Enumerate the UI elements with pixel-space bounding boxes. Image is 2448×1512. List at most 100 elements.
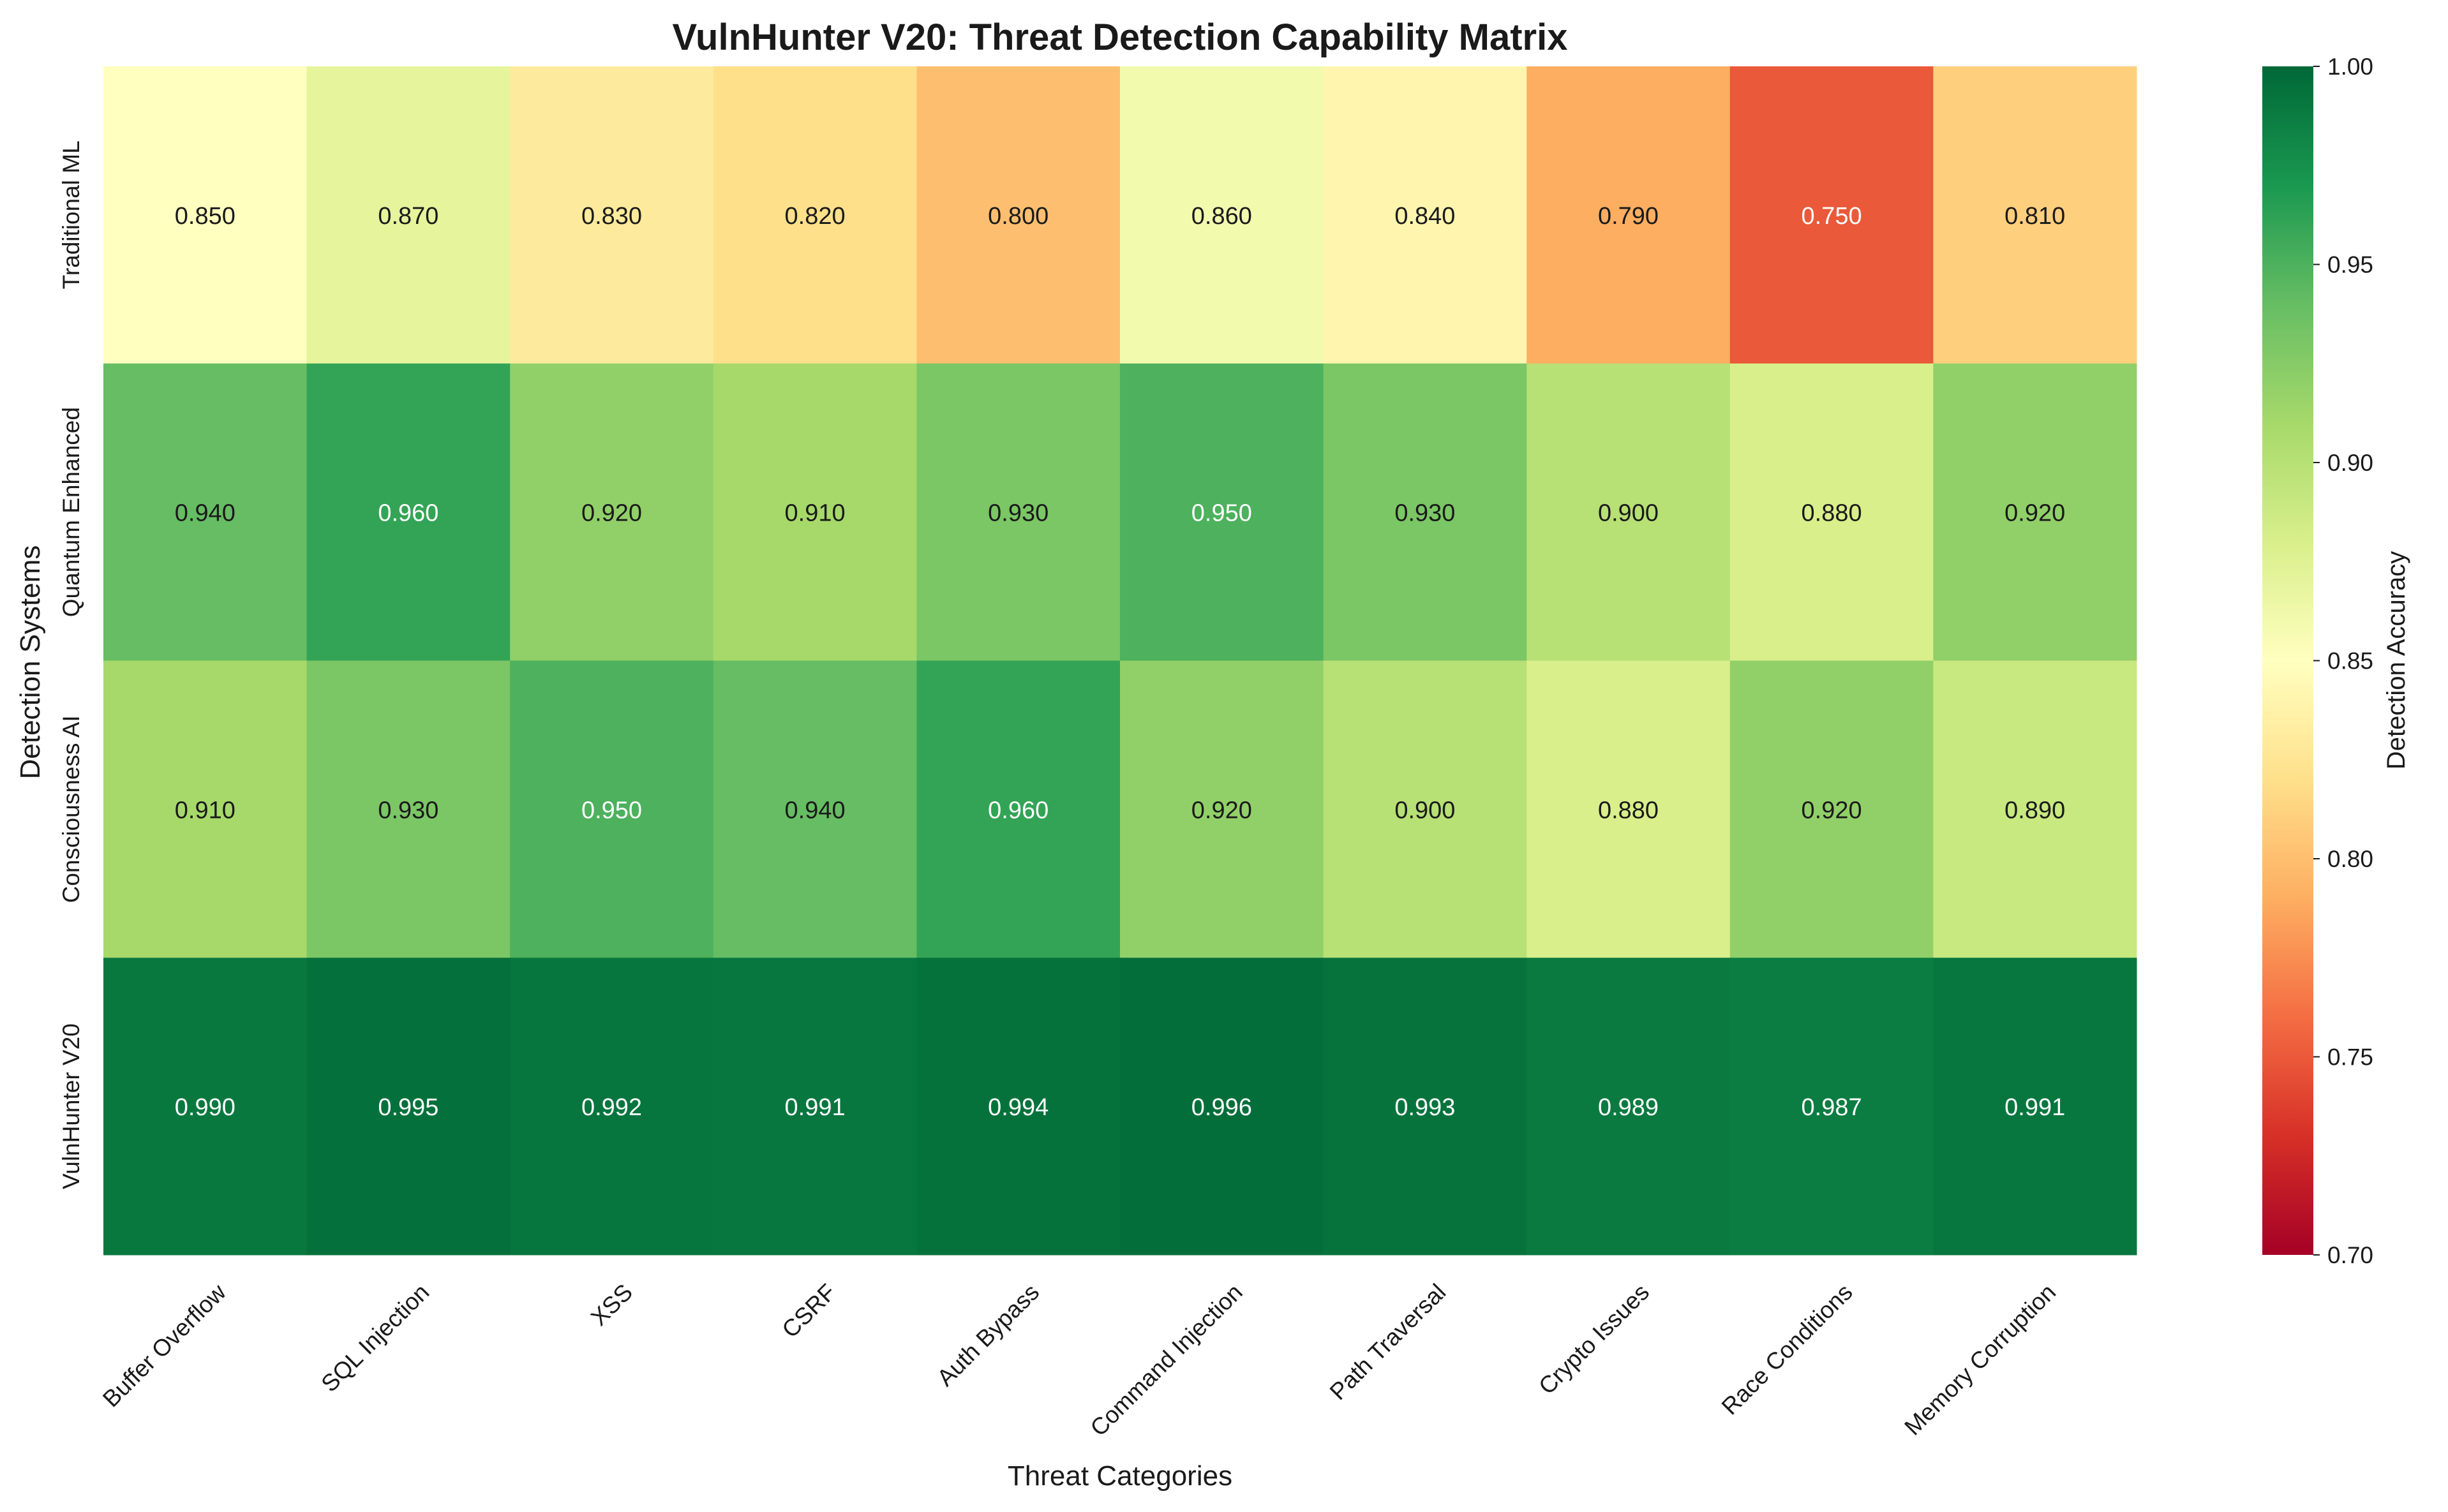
- heatmap-cell-value: 0.995: [378, 1094, 438, 1121]
- heatmap-cell-value: 0.790: [1598, 203, 1659, 230]
- heatmap-cell-value: 0.994: [988, 1094, 1049, 1121]
- heatmap-cell-value: 0.930: [988, 500, 1049, 527]
- heatmap-cell: [103, 660, 308, 958]
- heatmap-cell: [1933, 66, 2137, 364]
- y-tick-label: Consciousness AI: [58, 715, 84, 903]
- heatmap-cell-value: 0.830: [581, 203, 642, 230]
- heatmap-cell-value: 0.940: [175, 500, 235, 527]
- heatmap-cell: [713, 363, 917, 661]
- heatmap-cell: [103, 66, 308, 364]
- x-tick-label: CSRF: [777, 1279, 840, 1343]
- heatmap-cell-value: 0.993: [1394, 1094, 1455, 1121]
- heatmap-cell-value: 0.940: [785, 797, 846, 824]
- y-axis-label: Detection Systems: [15, 545, 46, 780]
- heatmap-cell: [306, 958, 511, 1256]
- heatmap-cell-labels: 0.850 0.870 0.830 0.820 0.800 0.860 0.840 0.790…: [175, 203, 2065, 1121]
- heatmap-cell-value: 0.960: [378, 500, 438, 527]
- heatmap-cell: [1526, 660, 1731, 958]
- heatmap-cell: [1323, 363, 1527, 661]
- heatmap-cell: [916, 958, 1121, 1256]
- heatmap-cell: [306, 660, 511, 958]
- heatmap-cell-value: 0.810: [2004, 203, 2065, 230]
- heatmap-cell: [1323, 660, 1527, 958]
- heatmap-cell-value: 0.860: [1191, 203, 1252, 230]
- x-tick-label: Buffer Overflow: [98, 1279, 231, 1412]
- heatmap-cell-value: 0.900: [1394, 797, 1455, 824]
- y-axis-tick-labels: Traditional ML Quantum Enhanced Consciousn…: [58, 140, 84, 1189]
- heatmap-cell-value: 0.950: [1191, 500, 1252, 527]
- heatmap-cell-value: 0.890: [2004, 797, 2065, 824]
- heatmap-cell-value: 0.870: [378, 203, 438, 230]
- x-tick-label: SQL Injection: [316, 1279, 434, 1397]
- heatmap-cell: [1729, 66, 1934, 364]
- heatmap-cell: [510, 66, 714, 364]
- heatmap-cell: [916, 660, 1121, 958]
- heatmap-cell-value: 0.950: [581, 797, 642, 824]
- heatmap-cell: [1526, 958, 1731, 1256]
- heatmap-cell: [1120, 363, 1324, 661]
- heatmap-cell-value: 0.920: [581, 500, 642, 527]
- y-tick-label: Quantum Enhanced: [58, 407, 84, 617]
- heatmap-cell-value: 0.920: [2004, 500, 2065, 527]
- heatmap-cell-value: 0.920: [1191, 797, 1252, 824]
- heatmap-cell-value: 0.992: [581, 1094, 642, 1121]
- colorbar-tick-label: 0.75: [2327, 1044, 2373, 1071]
- heatmap-cell: [916, 363, 1121, 661]
- colorbar-tick-label: 0.90: [2327, 450, 2373, 476]
- heatmap-cell: [1729, 660, 1934, 958]
- x-tick-label: Auth Bypass: [932, 1279, 1044, 1391]
- heatmap-cell: [1729, 958, 1934, 1256]
- x-tick-label: Memory Corruption: [1899, 1279, 2061, 1441]
- y-tick-label: VulnHunter V20: [58, 1023, 84, 1189]
- heatmap-cell: [306, 66, 511, 364]
- heatmap-cell-value: 0.920: [1802, 797, 1862, 824]
- heatmap-cell-value: 0.840: [1394, 203, 1455, 230]
- heatmap-cell: [1933, 363, 2137, 661]
- heatmap-cell: [916, 66, 1121, 364]
- heatmap-cell: [1120, 660, 1324, 958]
- heatmap-cell: [1933, 660, 2137, 958]
- heatmap-cell: [103, 958, 308, 1256]
- heatmap-cell: [1933, 958, 2137, 1256]
- heatmap-cell: [510, 958, 714, 1256]
- x-tick-label: Race Conditions: [1717, 1279, 1858, 1420]
- heatmap-cell-value: 0.990: [175, 1094, 235, 1121]
- heatmap-cell-value: 0.900: [1598, 500, 1659, 527]
- heatmap-cell-value: 0.996: [1191, 1094, 1252, 1121]
- heatmap-cell: [713, 958, 917, 1256]
- x-tick-label: Path Traversal: [1325, 1279, 1451, 1405]
- colorbar-tick-label: 1.00: [2327, 54, 2373, 80]
- colorbar-tick-label: 0.95: [2327, 252, 2373, 278]
- heatmap-cell: [510, 363, 714, 661]
- heatmap-cell-value: 0.910: [175, 797, 235, 824]
- y-tick-label: Traditional ML: [58, 140, 84, 289]
- colorbar-tick-label: 0.85: [2327, 648, 2373, 674]
- heatmap-cell: [1120, 958, 1324, 1256]
- heatmap-cell-value: 0.960: [988, 797, 1049, 824]
- heatmap-cell: [1120, 66, 1324, 364]
- heatmap-cell: [713, 660, 917, 958]
- colorbar-tick-label: 0.80: [2327, 846, 2373, 872]
- heatmap-cell: [1323, 958, 1527, 1256]
- heatmap-cell: [1323, 66, 1527, 364]
- heatmap-cell-value: 0.991: [785, 1094, 846, 1121]
- x-axis-label: Threat Categories: [1008, 1460, 1232, 1492]
- heatmap-cell-value: 0.930: [1394, 500, 1455, 527]
- heatmap-cell: [306, 363, 511, 661]
- heatmap-cell-value: 0.750: [1802, 203, 1862, 230]
- x-tick-label: Crypto Issues: [1534, 1279, 1654, 1400]
- heatmap-cell: [103, 363, 308, 661]
- heatmap-cell: [1729, 363, 1934, 661]
- heatmap-cell-value: 0.880: [1598, 797, 1659, 824]
- heatmap-cell-value: 0.987: [1802, 1094, 1862, 1121]
- heatmap-cell-value: 0.800: [988, 203, 1049, 230]
- colorbar-ticks: 0.70 0.75 0.80 0.85 0.90 0.95 1.00: [2313, 54, 2373, 1268]
- heatmap-cell-value: 0.910: [785, 500, 846, 527]
- heatmap-cells: [103, 66, 2137, 1256]
- colorbar-tick-label: 0.70: [2327, 1242, 2373, 1268]
- heatmap-cell-value: 0.820: [785, 203, 846, 230]
- colorbar: [2262, 66, 2313, 1255]
- x-tick-label: XSS: [586, 1279, 638, 1331]
- heatmap-cell: [1526, 66, 1731, 364]
- heatmap-cell: [713, 66, 917, 364]
